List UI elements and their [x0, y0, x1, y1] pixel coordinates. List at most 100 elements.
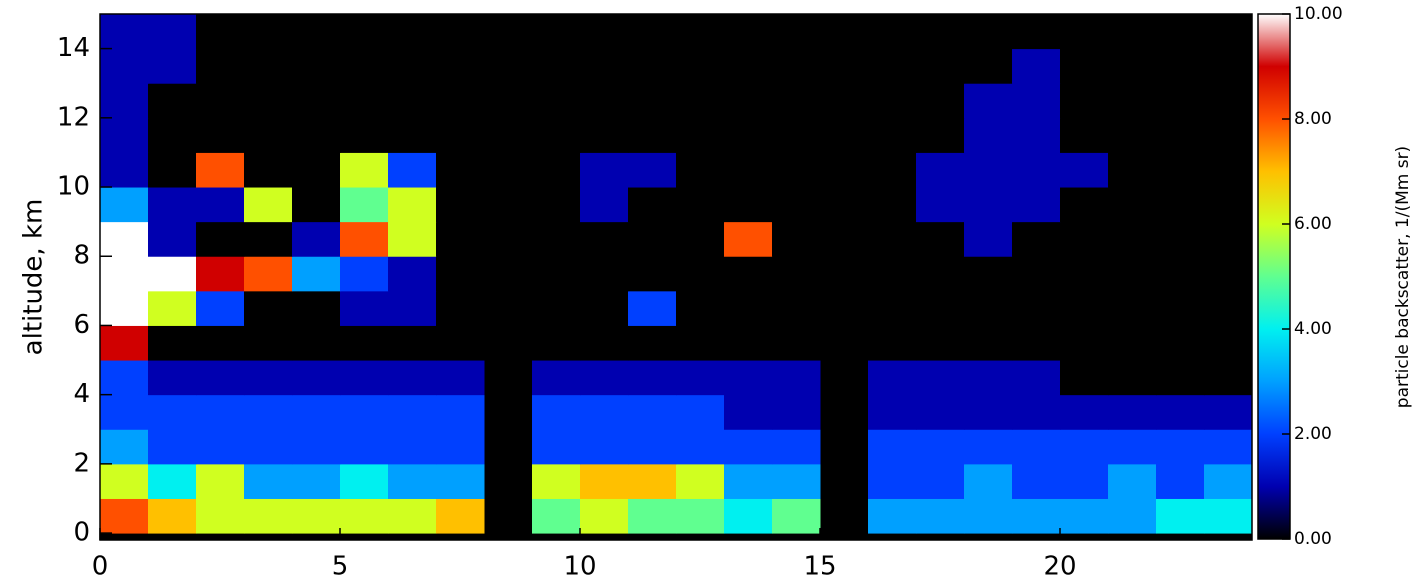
heat-cell — [100, 463, 149, 499]
heat-cell — [1156, 117, 1205, 153]
heat-cell — [1156, 48, 1205, 84]
heat-cell — [1012, 256, 1061, 292]
heat-cell — [1108, 14, 1157, 50]
heat-cell — [580, 221, 629, 257]
heat-cell — [1156, 83, 1205, 119]
heat-cell — [724, 83, 773, 119]
heat-cell — [916, 83, 965, 119]
heat-cell — [436, 117, 485, 153]
heat-cell — [292, 325, 341, 361]
heat-cell — [1060, 187, 1109, 223]
heat-cell — [1156, 394, 1205, 430]
heat-cell — [772, 256, 821, 292]
heat-cell — [1012, 394, 1061, 430]
heat-cell — [532, 83, 581, 119]
heat-cell — [436, 463, 485, 499]
y-tick-label: 14 — [57, 33, 90, 63]
heat-cell — [1060, 14, 1109, 50]
heat-cell — [1156, 187, 1205, 223]
heat-cell — [580, 256, 629, 292]
heat-cell — [628, 187, 677, 223]
heat-cell — [964, 498, 1013, 534]
heat-cell — [1012, 117, 1061, 153]
heat-cell — [388, 325, 437, 361]
heat-cell — [244, 325, 293, 361]
heat-cell — [772, 429, 821, 465]
heat-cell — [868, 429, 917, 465]
heat-cell — [196, 187, 245, 223]
heat-cell — [1060, 221, 1109, 257]
heat-cell — [964, 256, 1013, 292]
colorbar — [1257, 13, 1291, 540]
heat-cell — [100, 429, 149, 465]
heat-cell — [724, 290, 773, 326]
heat-cell — [628, 394, 677, 430]
heat-cell — [292, 187, 341, 223]
heat-cell — [148, 221, 197, 257]
heat-cell — [1156, 463, 1205, 499]
heat-cell — [964, 290, 1013, 326]
heat-cell — [100, 394, 149, 430]
heat-cell — [868, 360, 917, 396]
heat-cell — [1204, 48, 1253, 84]
heat-cell — [724, 463, 773, 499]
heat-cell — [1204, 394, 1253, 430]
heat-cell — [1204, 152, 1253, 188]
heat-cell — [532, 360, 581, 396]
heat-cell — [340, 360, 389, 396]
heat-cell — [1156, 256, 1205, 292]
heat-cell — [1012, 498, 1061, 534]
heat-cell — [292, 360, 341, 396]
heat-cell — [1060, 498, 1109, 534]
heat-cell — [580, 117, 629, 153]
heat-cell — [676, 290, 725, 326]
heat-cell — [964, 48, 1013, 84]
heat-cell — [532, 152, 581, 188]
heat-cell — [1060, 83, 1109, 119]
heat-cell — [916, 429, 965, 465]
heat-cell — [436, 187, 485, 223]
heat-cell — [1108, 394, 1157, 430]
heat-cell — [916, 498, 965, 534]
heat-cell — [436, 394, 485, 430]
heat-cell — [148, 290, 197, 326]
heat-cell — [772, 221, 821, 257]
heat-cell — [388, 256, 437, 292]
heat-cell — [340, 221, 389, 257]
heat-cell — [580, 290, 629, 326]
heat-cell — [628, 117, 677, 153]
heat-cell — [1108, 256, 1157, 292]
heat-cell — [340, 394, 389, 430]
heat-cell — [964, 221, 1013, 257]
heat-cell — [916, 290, 965, 326]
heat-cell — [1060, 360, 1109, 396]
heat-cell — [868, 117, 917, 153]
heat-cell — [292, 463, 341, 499]
heat-cell — [388, 394, 437, 430]
heat-cell — [196, 152, 245, 188]
heat-cell — [772, 463, 821, 499]
heat-cell — [292, 498, 341, 534]
heat-cell — [1012, 221, 1061, 257]
heat-cell — [532, 394, 581, 430]
heat-cell — [676, 360, 725, 396]
heat-cell — [724, 360, 773, 396]
heat-cell — [1108, 360, 1157, 396]
heat-cell — [148, 256, 197, 292]
heat-cell — [340, 14, 389, 50]
heat-cell — [340, 117, 389, 153]
heat-cell — [676, 463, 725, 499]
heat-cell — [292, 221, 341, 257]
heat-cell — [100, 360, 149, 396]
heat-cell — [148, 394, 197, 430]
heat-cell — [196, 394, 245, 430]
heat-cell — [916, 394, 965, 430]
colorbar-tick-label: 6.00 — [1294, 214, 1332, 234]
heat-cell — [1060, 429, 1109, 465]
heat-cell — [676, 325, 725, 361]
heat-cell — [1060, 48, 1109, 84]
heat-cell — [244, 48, 293, 84]
heat-cell — [916, 152, 965, 188]
heat-cell — [676, 221, 725, 257]
